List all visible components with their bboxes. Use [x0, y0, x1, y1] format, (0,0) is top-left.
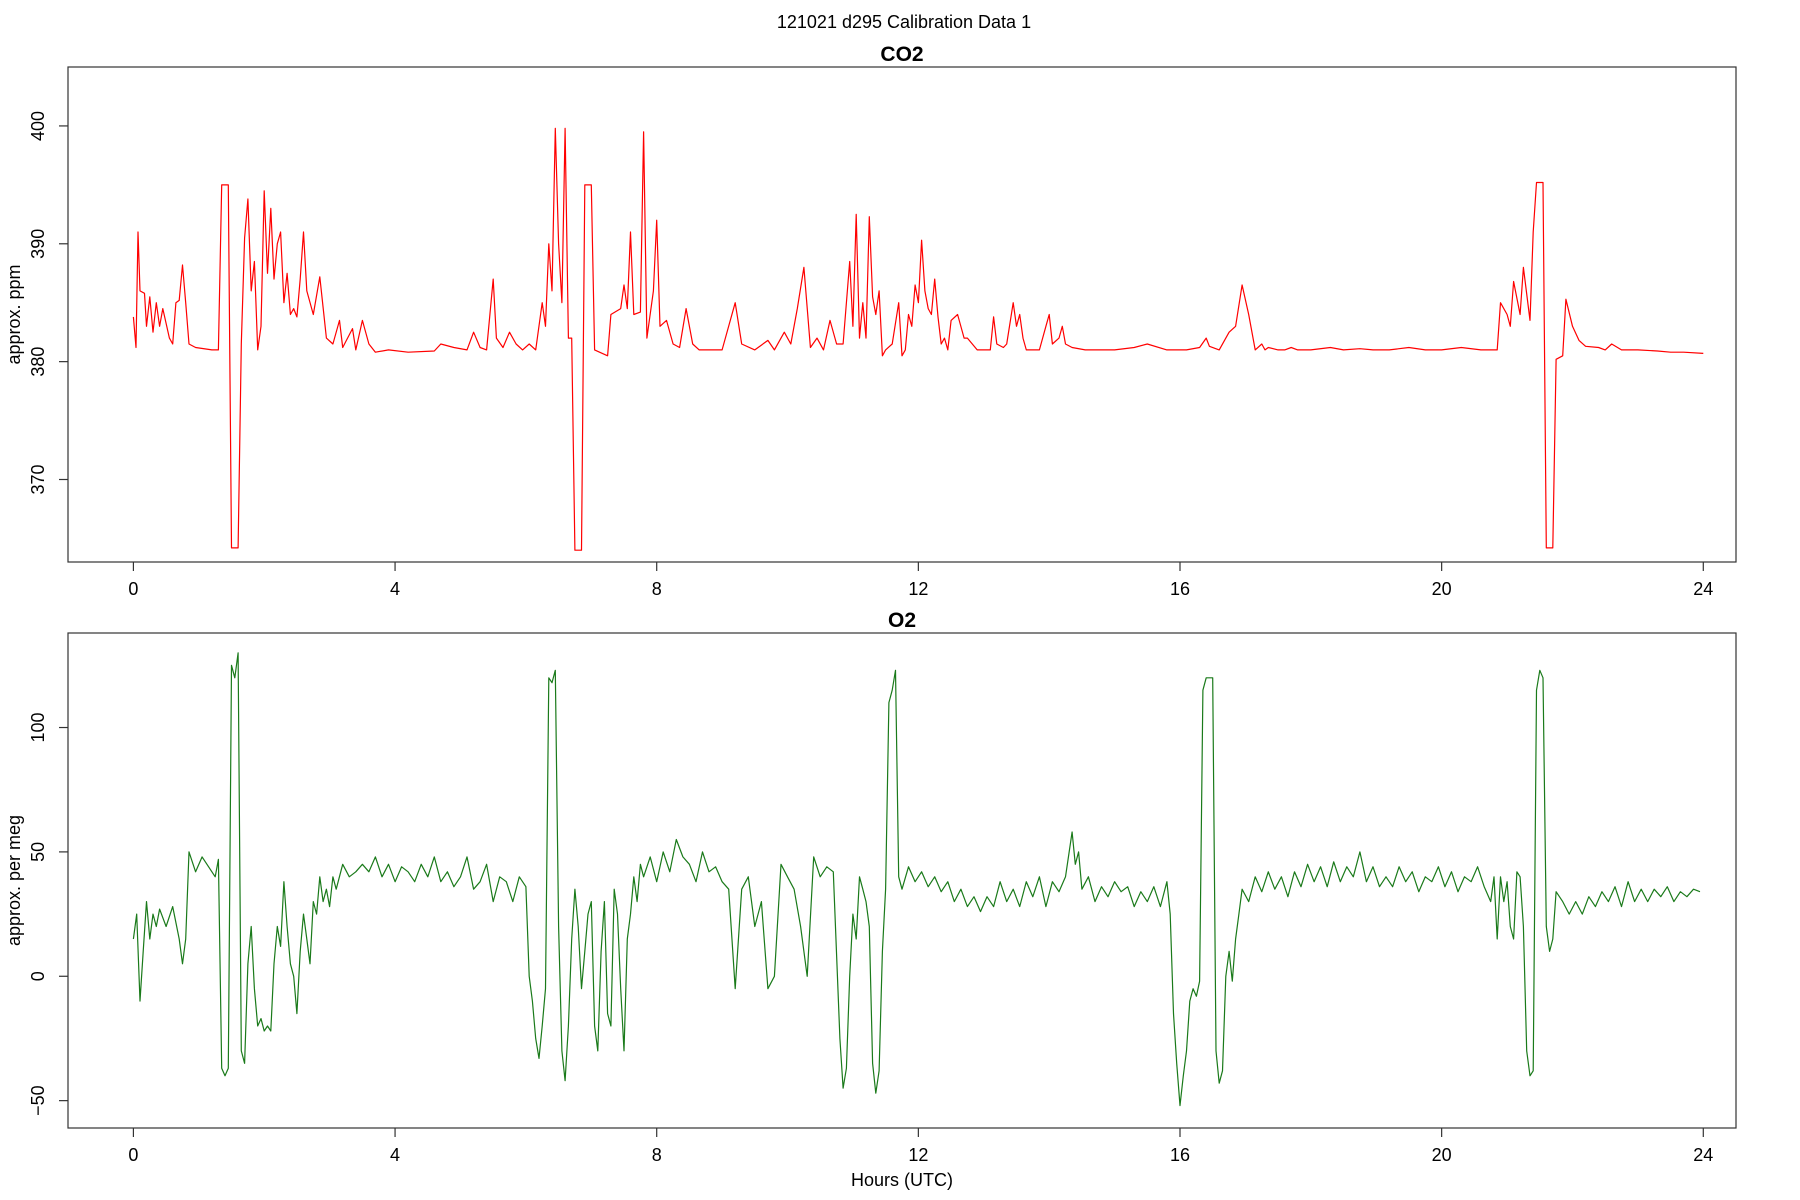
co2-chart-title: CO2 [880, 43, 923, 66]
co2-y-tick-label: 400 [28, 111, 48, 141]
o2-x-tick-label: 24 [1693, 1145, 1713, 1165]
o2-x-axis-label: Hours (UTC) [851, 1170, 953, 1190]
co2-series-line [132, 127, 1704, 551]
co2-y-tick-label: 380 [28, 347, 48, 377]
o2-x-tick-label: 4 [390, 1145, 400, 1165]
o2-x-tick-label: 16 [1170, 1145, 1190, 1165]
figure-title: 121021 d295 Calibration Data 1 [777, 12, 1031, 32]
co2-y-axis-label: approx. ppm [4, 264, 24, 364]
o2-x-tick-label: 8 [652, 1145, 662, 1165]
o2-series-line [132, 652, 1701, 1107]
co2-x-tick-label: 24 [1693, 579, 1713, 599]
o2-panel: O2 0 4 8 12 16 20 24 −50 0 50 100 approx. per meg Hou… [4, 609, 1737, 1190]
o2-chart-title: O2 [888, 609, 916, 632]
o2-x-tick-label: 0 [128, 1145, 138, 1165]
co2-x-tick-label: 12 [908, 579, 928, 599]
o2-x-tick-label: 12 [908, 1145, 928, 1165]
co2-x-tick-label: 16 [1170, 579, 1190, 599]
co2-x-tick-label: 4 [390, 579, 400, 599]
o2-y-tick-label: 100 [28, 712, 48, 742]
o2-y-axis-label: approx. per meg [4, 815, 24, 946]
co2-y-tick-label: 370 [28, 464, 48, 494]
o2-x-tick-label: 20 [1432, 1145, 1452, 1165]
co2-x-tick-label: 8 [652, 579, 662, 599]
co2-y-tick-label: 390 [28, 229, 48, 259]
co2-x-tick-label: 0 [128, 579, 138, 599]
co2-plot-frame [67, 66, 1737, 563]
o2-y-tick-label: −50 [28, 1085, 48, 1116]
co2-x-tick-label: 20 [1432, 579, 1452, 599]
co2-panel: CO2 0 4 8 12 16 20 24 370 380 390 400 approx. ppm [4, 43, 1737, 599]
o2-y-tick-label: 50 [28, 842, 48, 862]
o2-plot-frame [67, 632, 1737, 1129]
o2-y-tick-label: 0 [28, 971, 48, 981]
